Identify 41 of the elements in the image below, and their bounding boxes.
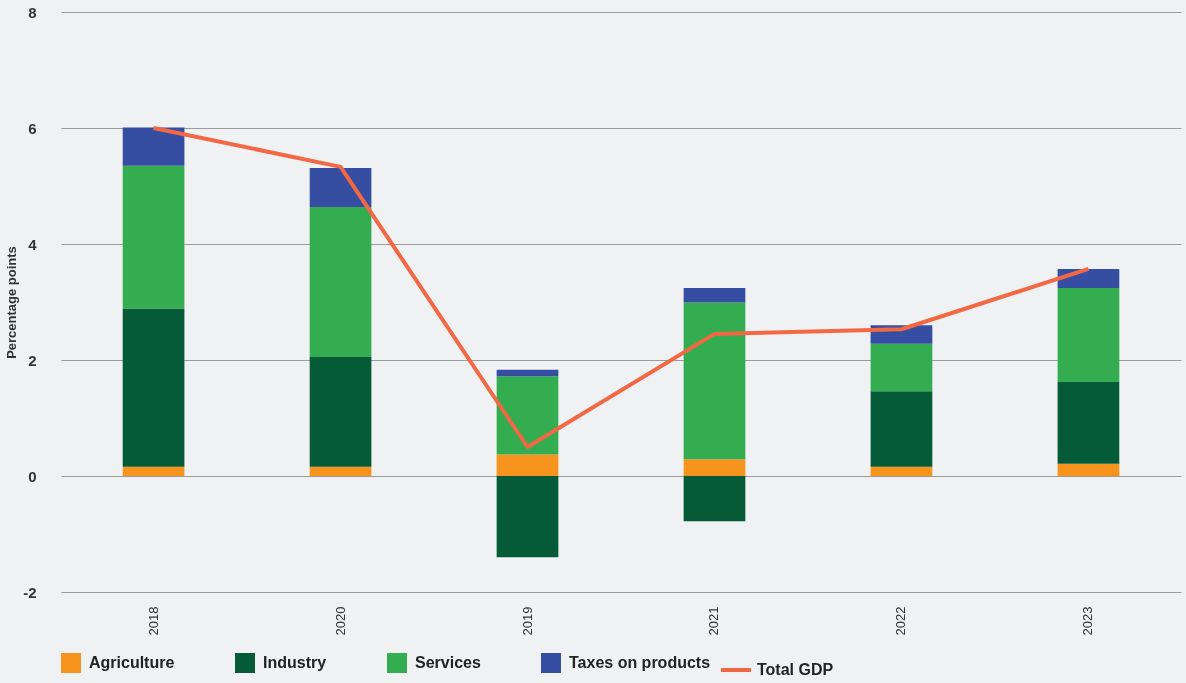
x-tick-label: 2020 [332,606,348,636]
bar [496,454,559,476]
bar [1057,288,1120,383]
bar [496,369,559,377]
bar [870,466,933,476]
bar [496,476,559,558]
bar [122,308,185,467]
legend-label: Agriculture [89,654,175,671]
bar [683,459,746,476]
y-tick-label: -2 [23,583,37,601]
bar [309,206,372,358]
bar [122,165,185,309]
x-tick-label: 2018 [145,606,161,636]
y-tick-label: 4 [28,235,38,253]
line-series [151,126,1091,449]
bar [870,343,933,392]
bar [1057,382,1120,464]
bar [683,288,746,303]
bar [496,376,559,455]
x-tick-label: 2021 [706,606,722,636]
bar [122,466,185,476]
y-axis-title: Percentage points [4,246,20,359]
legend-label: Industry [263,654,327,671]
bar [683,476,746,522]
bar [683,302,746,460]
legend-label: Taxes on products [569,654,711,671]
legend-label: Services [415,654,481,671]
bar [1057,463,1120,476]
bar [309,466,372,476]
bar [309,168,372,207]
y-tick-label: 6 [28,119,37,137]
bar [309,357,372,467]
x-tick-label: 2023 [1080,606,1096,636]
x-tick-label: 2022 [893,606,909,636]
bar [122,127,185,166]
y-tick-label: 0 [28,467,37,485]
y-tick-label: 2 [28,351,37,369]
x-tick-label: 2019 [519,606,535,636]
y-tick-label: 8 [28,3,37,21]
bar [870,391,933,467]
legend-label: Total GDP [757,661,834,678]
